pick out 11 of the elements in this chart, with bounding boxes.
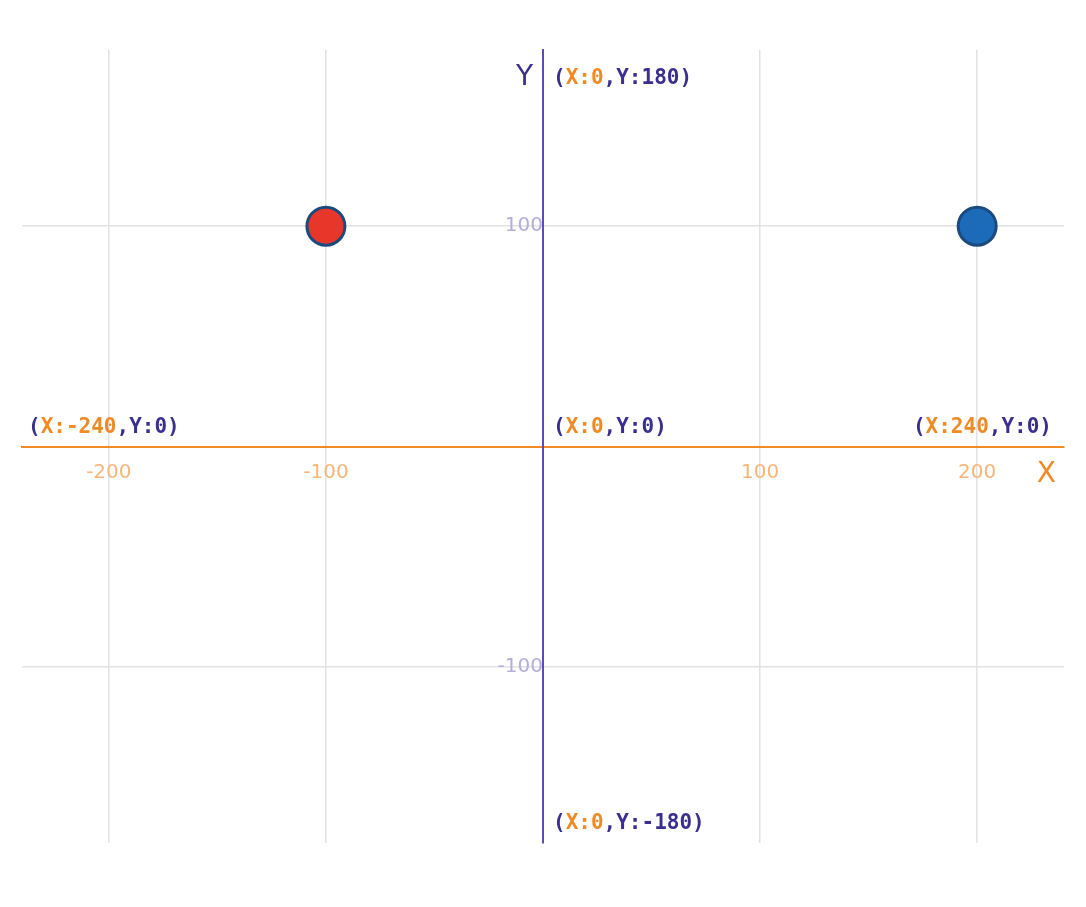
x-tick-label: -200 <box>86 458 132 483</box>
x-tick-label: 200 <box>958 458 997 483</box>
annotation: (X:0,Y:0) <box>553 413 667 438</box>
annotation: (X:240,Y:0) <box>912 413 1052 438</box>
y-axis-title: Y <box>514 59 534 93</box>
annotation: (X:0,Y:-180) <box>553 810 705 834</box>
annotation: (X:-240,Y:0) <box>28 413 180 438</box>
annotation: (X:0,Y:180) <box>553 65 693 89</box>
x-axis-title: X <box>1036 455 1056 489</box>
x-tick-label: -100 <box>303 458 349 483</box>
x-tick-label: 100 <box>740 458 780 483</box>
